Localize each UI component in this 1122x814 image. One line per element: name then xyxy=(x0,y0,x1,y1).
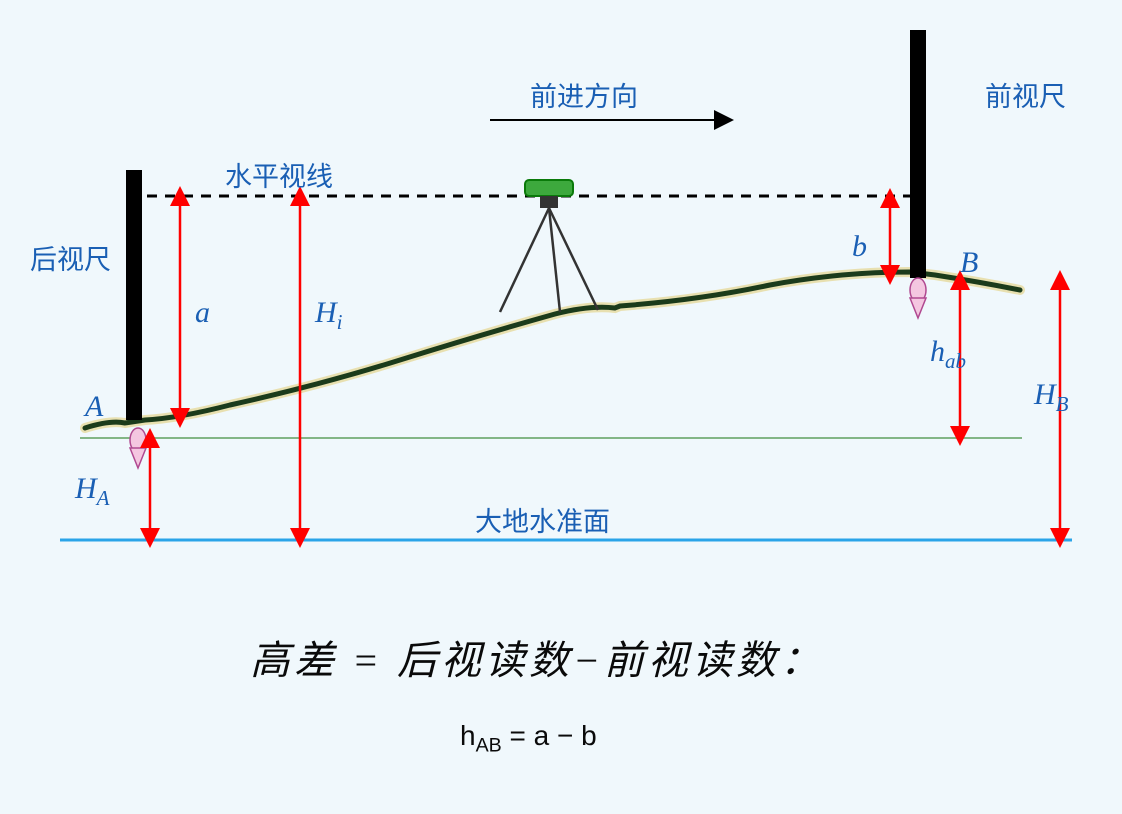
plumb-bob-a xyxy=(130,428,146,468)
terrain-line xyxy=(85,272,1020,428)
fore-staff-rod xyxy=(910,30,926,278)
diagram-svg xyxy=(0,0,1122,814)
label-fore-staff: 前视尺 xyxy=(985,75,1066,114)
label-datum: 大地水准面 xyxy=(475,500,610,539)
label-ha: HA xyxy=(75,472,110,511)
label-a: a xyxy=(195,296,210,330)
label-hb: HB xyxy=(1034,378,1069,417)
back-staff-rod xyxy=(126,170,142,420)
label-point-b: B xyxy=(960,246,978,280)
level-instrument xyxy=(500,180,598,312)
diagram-root: 前进方向 水平视线 后视尺 前视尺 大地水准面 a b A B Hi HA HB… xyxy=(0,0,1122,814)
formula-sub: hAB = a − b xyxy=(460,720,597,758)
formula-main: 高差 = 后视读数−前视读数： xyxy=(250,628,824,686)
label-hab: hab xyxy=(930,335,966,374)
label-horizontal-sight: 水平视线 xyxy=(225,155,333,194)
label-point-a: A xyxy=(85,390,103,424)
label-hi: Hi xyxy=(315,296,343,335)
label-b: b xyxy=(852,230,867,264)
label-back-staff: 后视尺 xyxy=(30,238,111,277)
plumb-bob-b xyxy=(910,278,926,318)
label-direction: 前进方向 xyxy=(530,75,638,114)
